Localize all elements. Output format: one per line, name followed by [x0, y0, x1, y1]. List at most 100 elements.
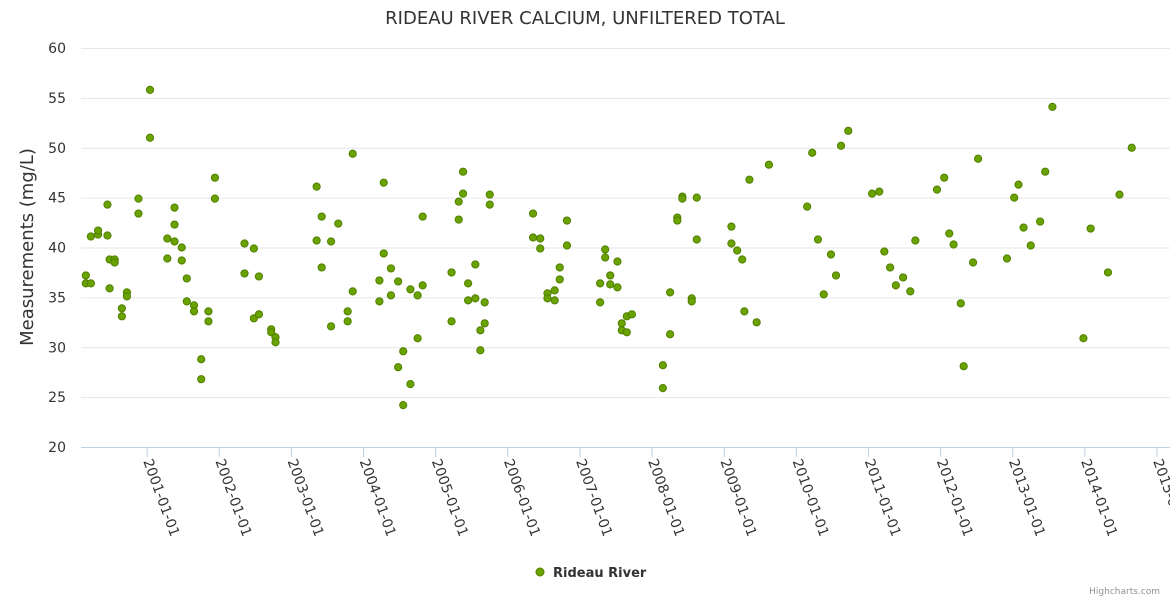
data-point[interactable] [945, 229, 954, 238]
data-point[interactable] [678, 194, 687, 203]
data-point[interactable] [613, 283, 622, 292]
data-point[interactable] [536, 234, 545, 243]
data-point[interactable] [940, 173, 949, 182]
legend[interactable]: Rideau River [535, 566, 647, 581]
data-point[interactable] [875, 187, 884, 196]
data-point[interactable] [550, 286, 559, 295]
data-point[interactable] [658, 384, 667, 393]
data-point[interactable] [1048, 102, 1057, 111]
data-point[interactable] [687, 297, 696, 306]
data-point[interactable] [177, 256, 186, 265]
legend-marker[interactable] [535, 567, 545, 577]
data-point[interactable] [764, 160, 774, 169]
data-point[interactable] [454, 215, 463, 224]
data-point[interactable] [375, 276, 384, 285]
data-point[interactable] [117, 312, 126, 321]
data-point[interactable] [413, 291, 422, 300]
data-point[interactable] [210, 173, 220, 182]
data-point[interactable] [808, 148, 817, 157]
data-point[interactable] [334, 219, 343, 228]
data-point[interactable] [932, 185, 942, 194]
data-point[interactable] [562, 241, 572, 250]
data-point[interactable] [406, 380, 415, 389]
data-point[interactable] [485, 200, 494, 209]
data-point[interactable] [326, 322, 336, 331]
data-point[interactable] [906, 287, 915, 296]
data-point[interactable] [204, 307, 213, 316]
data-point[interactable] [182, 297, 191, 306]
data-point[interactable] [1079, 334, 1088, 343]
data-point[interactable] [536, 244, 545, 253]
data-point[interactable] [103, 231, 112, 240]
data-point[interactable] [343, 307, 352, 316]
data-point[interactable] [254, 272, 264, 281]
data-point[interactable] [886, 263, 895, 272]
data-point[interactable] [399, 347, 408, 356]
data-point[interactable] [562, 216, 572, 225]
data-point[interactable] [974, 154, 983, 163]
data-point[interactable] [627, 310, 636, 319]
data-point[interactable] [601, 245, 610, 254]
data-point[interactable] [898, 273, 908, 282]
data-point[interactable] [476, 326, 485, 335]
data-point[interactable] [312, 236, 321, 245]
data-point[interactable] [197, 355, 206, 364]
data-point[interactable] [170, 220, 179, 229]
data-point[interactable] [447, 317, 456, 326]
credits-link[interactable]: Highcharts.com [1089, 587, 1160, 597]
data-point[interactable] [1036, 217, 1045, 226]
data-point[interactable] [622, 328, 631, 337]
data-point[interactable] [458, 167, 468, 176]
data-point[interactable] [543, 294, 552, 303]
data-point[interactable] [394, 277, 403, 286]
data-point[interactable] [1086, 224, 1095, 233]
data-point[interactable] [1115, 190, 1124, 199]
data-point[interactable] [1010, 193, 1019, 202]
data-point[interactable] [727, 222, 736, 231]
data-point[interactable] [738, 255, 747, 264]
data-point[interactable] [240, 269, 249, 278]
data-point[interactable] [386, 264, 396, 273]
data-point[interactable] [204, 317, 213, 326]
data-point[interactable] [665, 330, 675, 339]
data-point[interactable] [145, 133, 155, 142]
data-point[interactable] [745, 175, 754, 184]
data-point[interactable] [249, 244, 258, 253]
data-point[interactable] [326, 237, 336, 246]
data-point[interactable] [103, 200, 112, 209]
data-point[interactable] [210, 194, 220, 203]
data-point[interactable] [81, 271, 90, 280]
data-point[interactable] [891, 281, 900, 290]
data-point[interactable] [1014, 180, 1023, 189]
data-point[interactable] [692, 193, 701, 202]
data-point[interactable] [836, 141, 846, 150]
data-point[interactable] [317, 263, 326, 272]
data-point[interactable] [1002, 254, 1012, 263]
data-point[interactable] [122, 292, 132, 301]
data-point[interactable] [1127, 143, 1136, 152]
data-point[interactable] [170, 203, 179, 212]
data-point[interactable] [177, 243, 186, 252]
data-point[interactable] [665, 288, 675, 297]
data-point[interactable] [528, 209, 538, 218]
data-point[interactable] [86, 279, 95, 288]
data-point[interactable] [343, 317, 352, 326]
data-point[interactable] [182, 274, 191, 283]
data-point[interactable] [949, 240, 958, 249]
data-point[interactable] [819, 290, 828, 299]
data-point[interactable] [1026, 241, 1035, 250]
data-point[interactable] [406, 285, 415, 294]
data-point[interactable] [86, 232, 95, 241]
data-point[interactable] [145, 85, 155, 94]
data-point[interactable] [418, 212, 427, 221]
data-point[interactable] [803, 202, 812, 211]
data-point[interactable] [458, 189, 468, 198]
data-point[interactable] [170, 237, 179, 246]
data-point[interactable] [348, 287, 357, 296]
data-point[interactable] [399, 401, 408, 410]
data-point[interactable] [134, 209, 143, 218]
data-point[interactable] [617, 319, 626, 328]
data-point[interactable] [93, 226, 103, 235]
data-point[interactable] [1019, 223, 1028, 232]
data-point[interactable] [550, 296, 559, 305]
